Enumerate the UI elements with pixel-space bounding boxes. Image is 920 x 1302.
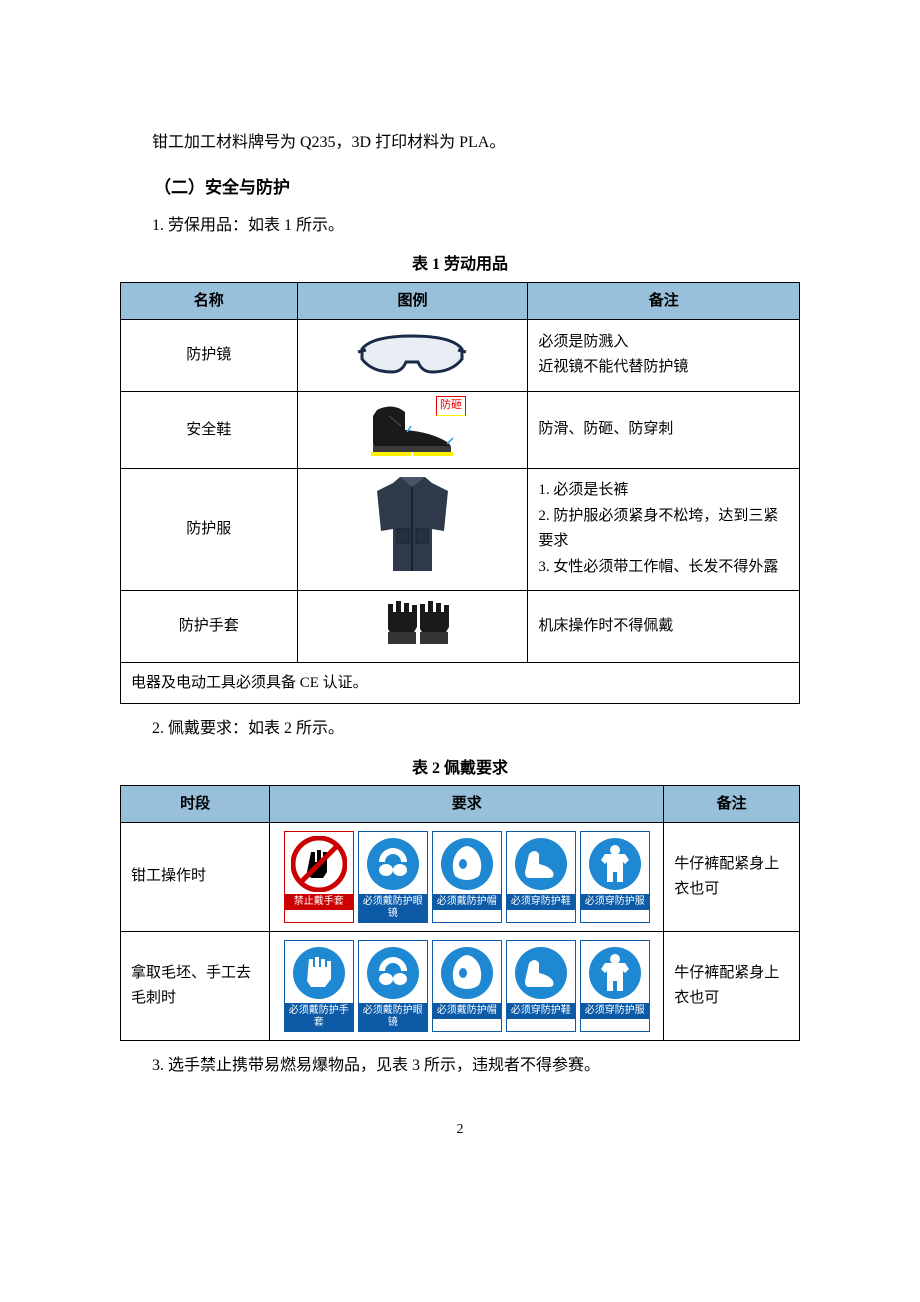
safety-sign-shoes: 必须穿防护鞋 xyxy=(506,831,576,923)
table-row: 防护服 1. 必须是长裤 2. 防护服必须紧身不松垮，达到三紧要求 3. 女性必… xyxy=(121,468,800,590)
item-1: 1. 劳保用品：如表 1 所示。 xyxy=(120,213,800,239)
safety-sign-hat: 必须戴防护帽 xyxy=(432,831,502,923)
sign-row: 禁止戴手套必须戴防护眼镜必须戴防护帽必须穿防护鞋必须穿防护服 xyxy=(274,827,659,927)
goggles-icon xyxy=(365,836,421,892)
safety-sign-suit: 必须穿防护服 xyxy=(580,940,650,1032)
t1-footer-text: 电器及电动工具必须具备 CE 认证。 xyxy=(121,662,800,703)
sign-label: 必须戴防护眼镜 xyxy=(359,1003,427,1031)
table1: 名称 图例 备注 防护镜 必须是防溅入 近视镜不能代替防护镜 安全鞋 防砸 xyxy=(120,282,800,704)
safety-sign-goggles: 必须戴防护眼镜 xyxy=(358,831,428,923)
sign-row: 必须戴防护手套必须戴防护眼镜必须戴防护帽必须穿防护鞋必须穿防护服 xyxy=(274,936,659,1036)
goggles-icon xyxy=(365,945,421,1001)
no_gloves-icon xyxy=(291,836,347,892)
hat-icon xyxy=(439,836,495,892)
table-row: 钳工操作时 禁止戴手套必须戴防护眼镜必须戴防护帽必须穿防护鞋必须穿防护服 牛仔裤… xyxy=(121,823,800,932)
table-row: 防护镜 必须是防溅入 近视镜不能代替防护镜 xyxy=(121,319,800,391)
gloves-icon xyxy=(362,595,462,650)
safety-sign-suit: 必须穿防护服 xyxy=(580,831,650,923)
sign-label: 必须穿防护服 xyxy=(581,894,649,910)
t2-r0-time: 钳工操作时 xyxy=(121,823,270,932)
intro-paragraph: 钳工加工材料牌号为 Q235，3D 打印材料为 PLA。 xyxy=(120,130,800,156)
suit-icon xyxy=(587,836,643,892)
t1-r1-img: 防砸 xyxy=(297,391,528,468)
t1-r2-img xyxy=(297,468,528,590)
t1-r0-name: 防护镜 xyxy=(121,319,298,391)
t1-r3-name: 防护手套 xyxy=(121,590,298,662)
t1-h-note: 备注 xyxy=(528,282,800,319)
page-number: 2 xyxy=(120,1119,800,1141)
safety-sign-hat: 必须戴防护帽 xyxy=(432,940,502,1032)
t1-r2-note: 1. 必须是长裤 2. 防护服必须紧身不松垮，达到三紧要求 3. 女性必须带工作… xyxy=(528,468,800,590)
table-row: 防护手套 机床操作时不得佩戴 xyxy=(121,590,800,662)
t2-r0-note: 牛仔裤配紧身上衣也可 xyxy=(664,823,800,932)
safety-sign-shoes: 必须穿防护鞋 xyxy=(506,940,576,1032)
t2-r1-time: 拿取毛坯、手工去毛刺时 xyxy=(121,932,270,1041)
table2: 时段 要求 备注 钳工操作时 禁止戴手套必须戴防护眼镜必须戴防护帽必须穿防护鞋必… xyxy=(120,785,800,1041)
t2-r1-req: 必须戴防护手套必须戴防护眼镜必须戴防护帽必须穿防护鞋必须穿防护服 xyxy=(270,932,664,1041)
t1-r1-name: 安全鞋 xyxy=(121,391,298,468)
table-row: 拿取毛坯、手工去毛刺时 必须戴防护手套必须戴防护眼镜必须戴防护帽必须穿防护鞋必须… xyxy=(121,932,800,1041)
safety-sign-no_gloves: 禁止戴手套 xyxy=(284,831,354,923)
item-3: 3. 选手禁止携带易燃易爆物品，见表 3 所示，违规者不得参赛。 xyxy=(120,1053,800,1079)
t1-h-img: 图例 xyxy=(297,282,528,319)
sign-label: 必须戴防护手套 xyxy=(285,1003,353,1031)
section-title: （二）安全与防护 xyxy=(120,174,800,201)
safety-sign-gloves: 必须戴防护手套 xyxy=(284,940,354,1032)
sign-label: 必须穿防护鞋 xyxy=(507,894,575,910)
jacket-icon xyxy=(370,473,455,578)
sign-label: 禁止戴手套 xyxy=(285,894,353,910)
t1-h-name: 名称 xyxy=(121,282,298,319)
table-row: 安全鞋 防砸 防滑、防砸、防穿刺 xyxy=(121,391,800,468)
table1-footer: 电器及电动工具必须具备 CE 认证。 xyxy=(121,662,800,703)
t1-r3-img xyxy=(297,590,528,662)
sign-label: 必须穿防护服 xyxy=(581,1003,649,1019)
suit-icon xyxy=(587,945,643,1001)
t2-r1-note: 牛仔裤配紧身上衣也可 xyxy=(664,932,800,1041)
t1-r0-note: 必须是防溅入 近视镜不能代替防护镜 xyxy=(528,319,800,391)
table1-caption: 表 1 劳动用品 xyxy=(120,252,800,278)
t2-h-time: 时段 xyxy=(121,786,270,823)
t2-h-note: 备注 xyxy=(664,786,800,823)
t1-r3-note: 机床操作时不得佩戴 xyxy=(528,590,800,662)
t1-r0-img xyxy=(297,319,528,391)
shoes-icon xyxy=(513,945,569,1001)
sign-label: 必须穿防护鞋 xyxy=(507,1003,575,1019)
shoe-tag: 防砸 xyxy=(436,396,466,416)
gloves-icon xyxy=(291,945,347,1001)
shoe-icon: 防砸 xyxy=(365,396,460,464)
t2-h-req: 要求 xyxy=(270,786,664,823)
sign-label: 必须戴防护帽 xyxy=(433,894,501,910)
sign-label: 必须戴防护眼镜 xyxy=(359,894,427,922)
shoes-icon xyxy=(513,836,569,892)
item-2: 2. 佩戴要求：如表 2 所示。 xyxy=(120,716,800,742)
table2-caption: 表 2 佩戴要求 xyxy=(120,756,800,782)
sign-label: 必须戴防护帽 xyxy=(433,1003,501,1019)
safety-sign-goggles: 必须戴防护眼镜 xyxy=(358,940,428,1032)
t2-r0-req: 禁止戴手套必须戴防护眼镜必须戴防护帽必须穿防护鞋必须穿防护服 xyxy=(270,823,664,932)
t1-r1-note: 防滑、防砸、防穿刺 xyxy=(528,391,800,468)
hat-icon xyxy=(439,945,495,1001)
goggles-icon xyxy=(352,324,472,379)
t1-r2-name: 防护服 xyxy=(121,468,298,590)
